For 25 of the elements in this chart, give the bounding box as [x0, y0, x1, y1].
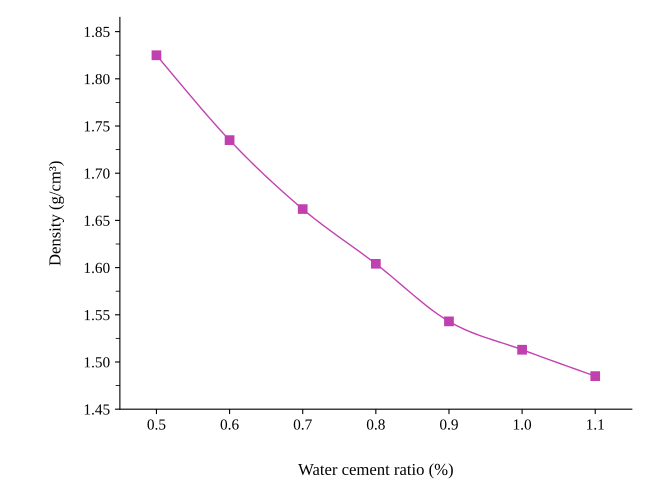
y-tick-label: 1.70 [84, 168, 110, 179]
point [298, 204, 308, 214]
y-tick-label: 1.75 [84, 121, 110, 132]
x-tick-label: 0.6 [220, 419, 239, 430]
point [224, 135, 234, 146]
x-tick-label: 0.8 [366, 419, 385, 430]
point [517, 344, 527, 355]
x-tick-label: 0.5 [147, 419, 166, 430]
y-tick-label: 1.85 [84, 26, 110, 38]
y-tick-label: 1.80 [84, 74, 110, 84]
y-tick-label: 1.60 [84, 262, 110, 274]
y-axis-title: Density (g/cm³) [48, 161, 64, 266]
y-tick-label: 1.45 [84, 404, 110, 415]
point [152, 50, 162, 60]
x-tick-label: 0.9 [440, 419, 458, 430]
point [370, 258, 381, 269]
y-tick-label: 1.55 [84, 310, 110, 320]
y-tick-label: 1.65 [84, 216, 110, 226]
point [444, 316, 454, 326]
point [590, 371, 600, 382]
y-tick-label: 1.50 [84, 357, 110, 368]
x-axis-title: Water cement ratio (%) [298, 463, 453, 478]
x-tick-label: 0.7 [294, 419, 312, 430]
x-tick-label: 1.0 [514, 419, 532, 430]
x-tick-label: 1.1 [587, 419, 604, 430]
